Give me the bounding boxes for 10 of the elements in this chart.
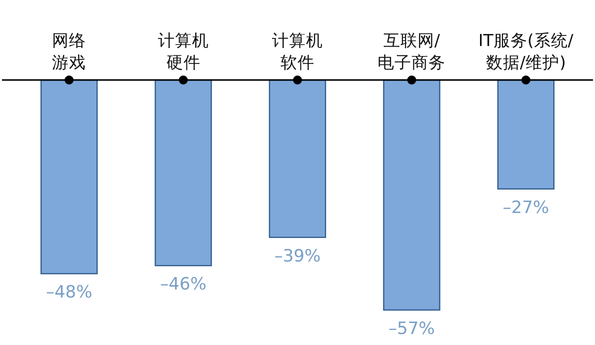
data-label: –46% <box>160 274 206 295</box>
x-tick-label: 互联网/电子商务 <box>378 31 446 72</box>
data-label: –39% <box>274 246 321 266</box>
x-tick-label: 计算机软件 <box>272 31 323 72</box>
x-tick-label: 计算机硬件 <box>158 31 209 72</box>
x-tick-label: 网络游戏 <box>52 31 86 72</box>
data-label: –48% <box>46 282 92 303</box>
x-tick-label: IT服务(系统/数据/维护) <box>478 31 574 72</box>
data-label: –57% <box>388 319 435 339</box>
data-label: –27% <box>502 198 550 218</box>
